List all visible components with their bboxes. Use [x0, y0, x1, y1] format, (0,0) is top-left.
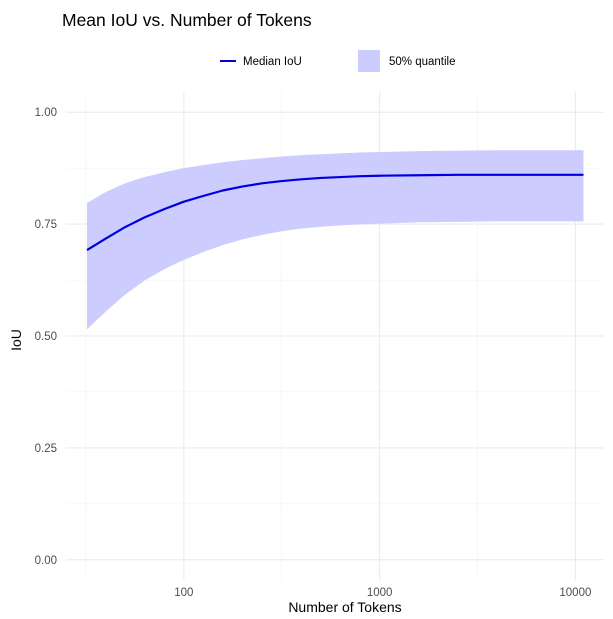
line-layer	[86, 173, 584, 251]
y-axis-title: IoU	[8, 329, 24, 351]
legend-label-quantile: 50% quantile	[389, 56, 456, 68]
y-tick-label: 0.00	[35, 555, 57, 567]
y-tick-label: 1.00	[35, 107, 57, 119]
chart-title: Mean IoU vs. Number of Tokens	[62, 10, 312, 30]
ribbon-layer	[86, 150, 584, 330]
y-tick-label: 0.75	[35, 219, 57, 231]
x-tick-label: 100	[174, 587, 193, 599]
y-axis-ticks: 0.00 0.25 0.50 0.75 1.00	[35, 107, 57, 567]
x-axis-ticks: 100 1000 10000	[174, 587, 591, 599]
x-axis-title: Number of Tokens	[288, 599, 401, 615]
x-tick-label: 10000	[559, 587, 591, 599]
x-tick-label: 1000	[367, 587, 393, 599]
legend-label-median: Median IoU	[243, 56, 302, 68]
y-tick-label: 0.25	[35, 443, 57, 455]
quantile-ribbon	[86, 150, 584, 330]
median-iou-line	[86, 173, 584, 251]
y-tick-label: 0.50	[35, 331, 57, 343]
legend-ribbon-swatch	[358, 50, 380, 72]
legend: Median IoU 50% quantile	[220, 50, 456, 72]
